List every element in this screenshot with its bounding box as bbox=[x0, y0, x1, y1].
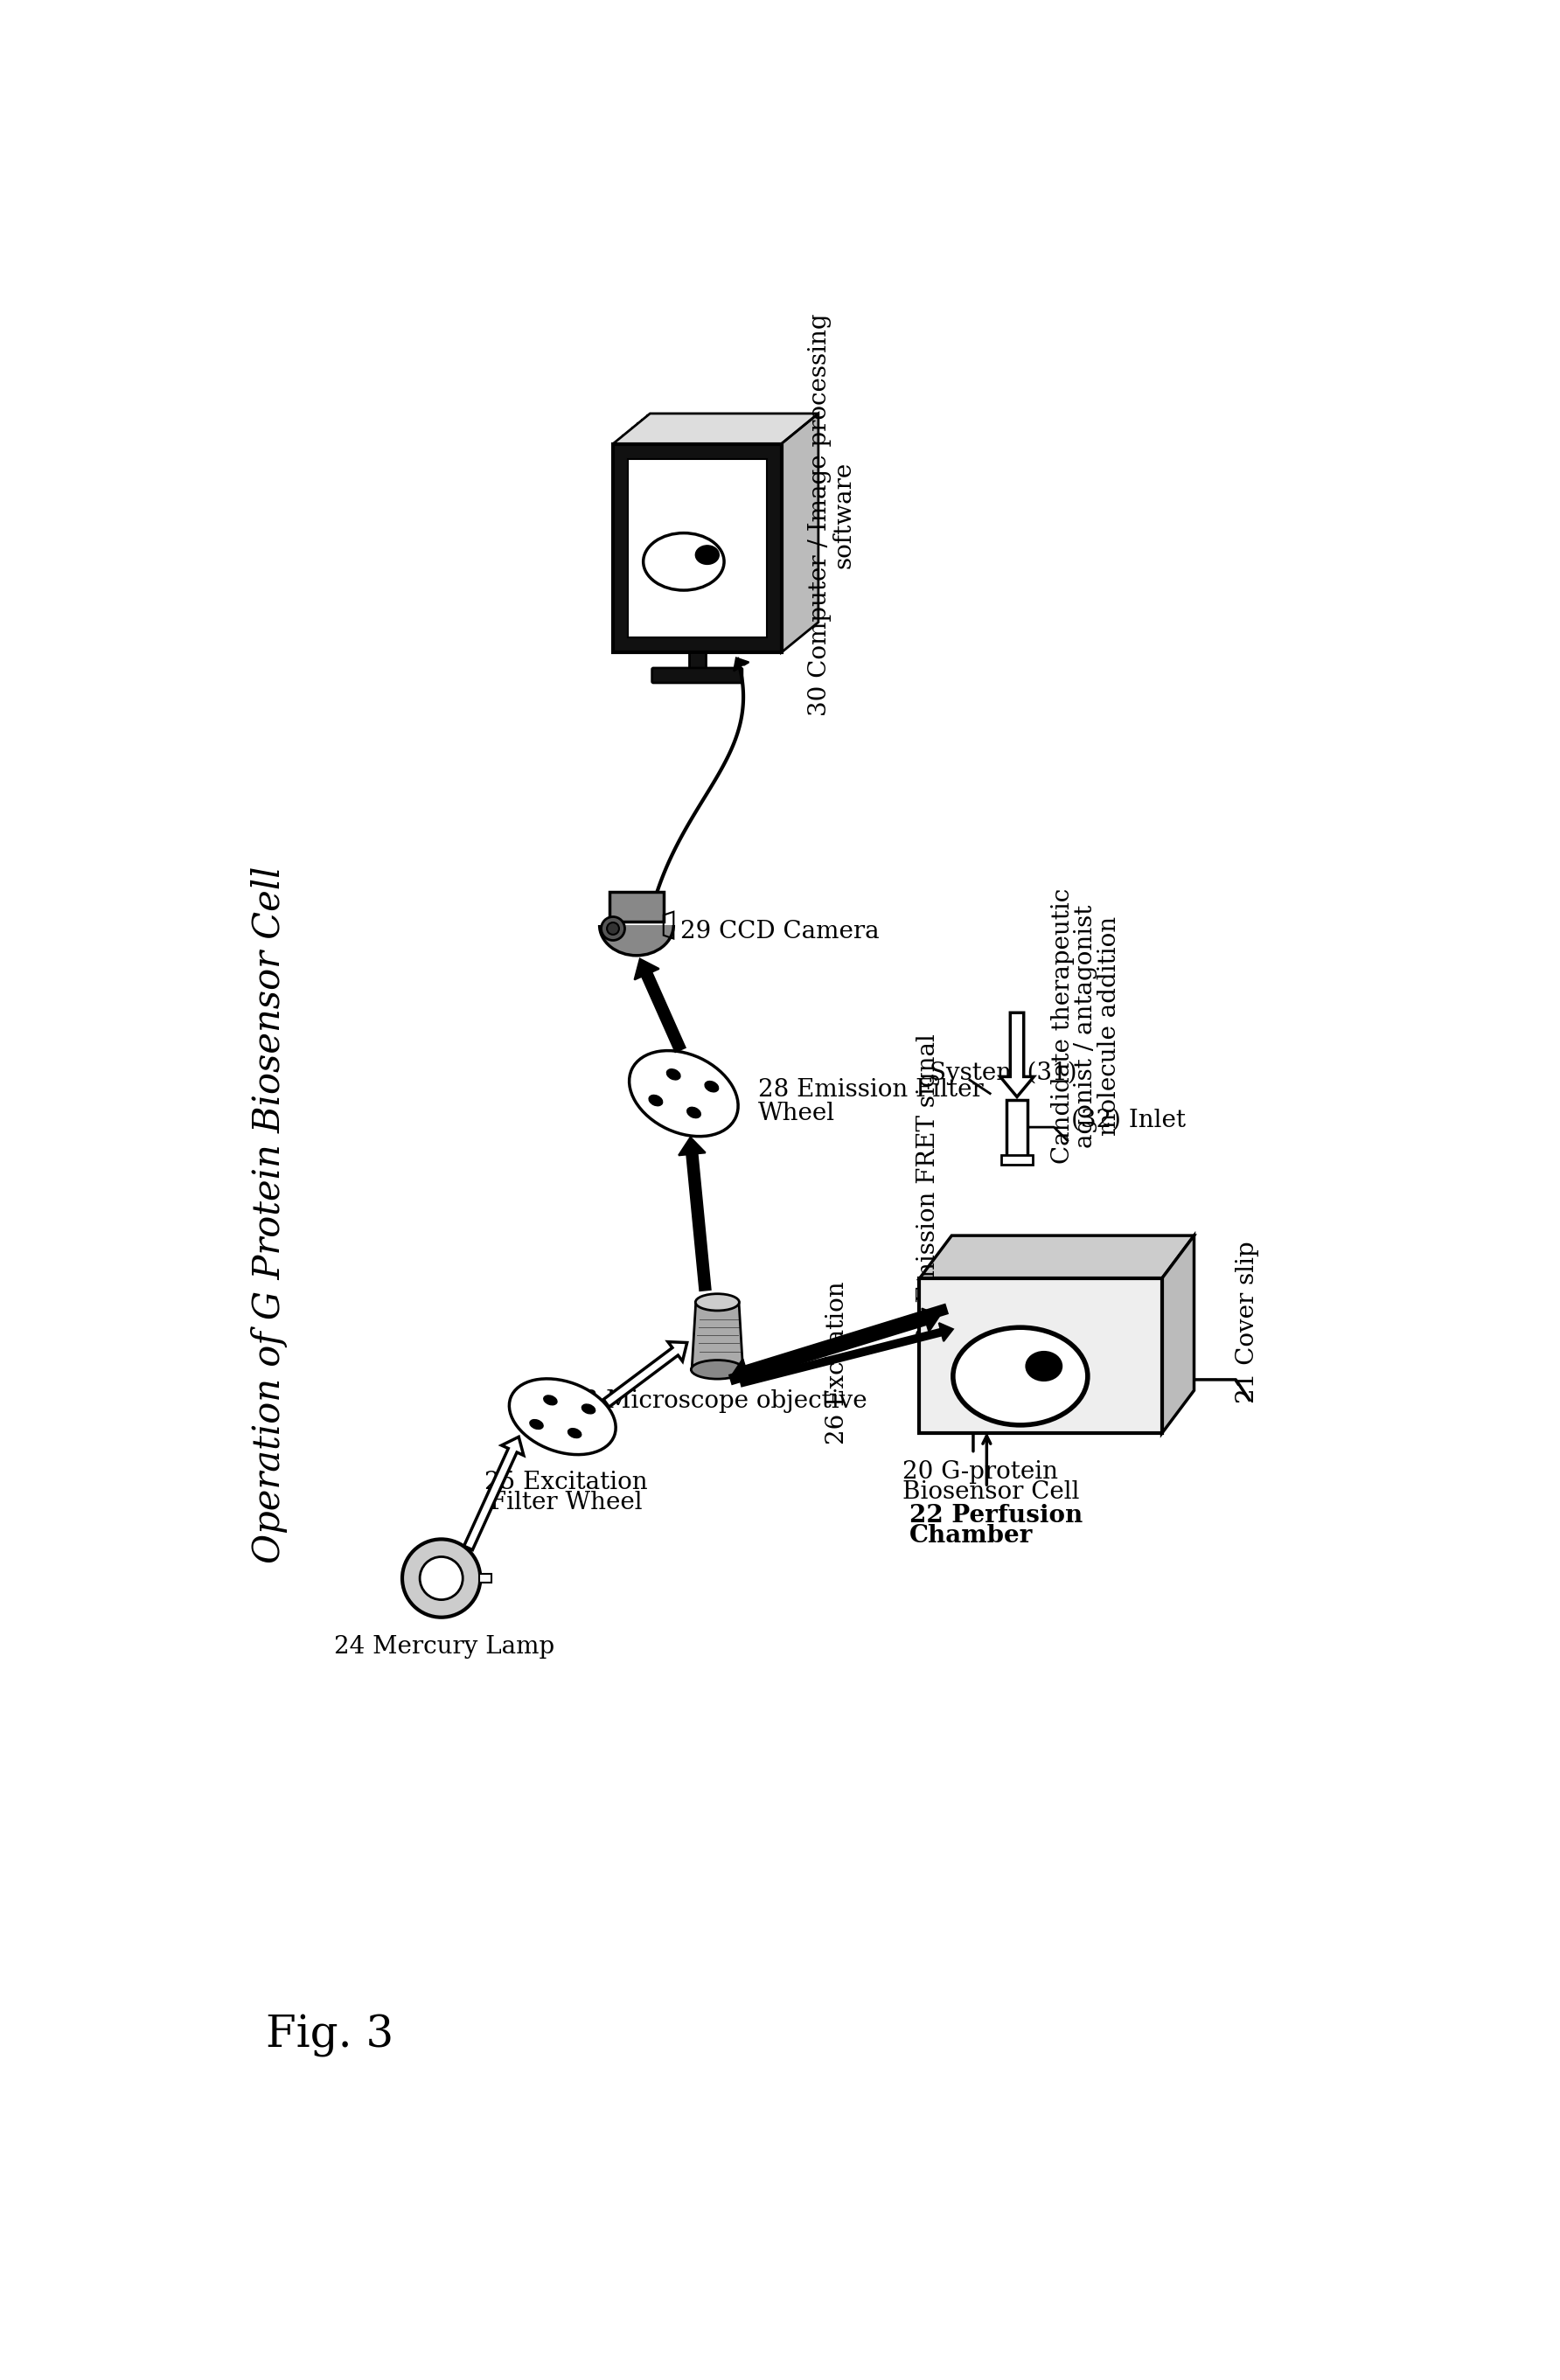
Text: Chamber: Chamber bbox=[909, 1523, 1033, 1547]
Bar bbox=[622, 436, 791, 645]
Bar bbox=[479, 1573, 491, 1583]
Text: System (31): System (31) bbox=[930, 1061, 1076, 1085]
Polygon shape bbox=[663, 912, 674, 938]
Text: Biosensor Cell: Biosensor Cell bbox=[903, 1480, 1080, 1504]
Ellipse shape bbox=[582, 1404, 596, 1414]
Polygon shape bbox=[691, 1302, 743, 1368]
Bar bbox=[1006, 1100, 1026, 1161]
Ellipse shape bbox=[649, 1095, 663, 1107]
Bar bbox=[632, 428, 800, 635]
Polygon shape bbox=[919, 1278, 1162, 1433]
Polygon shape bbox=[1000, 1014, 1034, 1097]
Text: 27 Emission FRET signal: 27 Emission FRET signal bbox=[916, 1033, 939, 1342]
Text: Candidate therapeutic: Candidate therapeutic bbox=[1050, 888, 1075, 1164]
Polygon shape bbox=[613, 414, 819, 443]
Bar bbox=[643, 419, 810, 628]
Polygon shape bbox=[732, 1304, 947, 1383]
Ellipse shape bbox=[696, 1295, 739, 1311]
Bar bbox=[610, 892, 663, 921]
Bar bbox=[618, 440, 786, 647]
Polygon shape bbox=[604, 1342, 686, 1407]
Text: Operation of G Protein Biosensor Cell: Operation of G Protein Biosensor Cell bbox=[251, 866, 289, 1564]
Text: 28 Emission Filter: 28 Emission Filter bbox=[758, 1078, 983, 1102]
Ellipse shape bbox=[568, 1428, 582, 1438]
Polygon shape bbox=[730, 1309, 939, 1385]
Ellipse shape bbox=[686, 1107, 700, 1119]
Ellipse shape bbox=[705, 1081, 719, 1092]
Polygon shape bbox=[782, 414, 819, 652]
Polygon shape bbox=[1162, 1235, 1193, 1433]
Text: 21 Cover slip: 21 Cover slip bbox=[1236, 1242, 1259, 1404]
Ellipse shape bbox=[696, 545, 719, 564]
Text: 20 G-protein: 20 G-protein bbox=[903, 1461, 1058, 1485]
Ellipse shape bbox=[544, 1395, 557, 1404]
Polygon shape bbox=[463, 1438, 524, 1549]
Ellipse shape bbox=[691, 1359, 744, 1378]
Ellipse shape bbox=[530, 1418, 543, 1428]
Polygon shape bbox=[739, 1323, 953, 1385]
Ellipse shape bbox=[509, 1378, 616, 1454]
Text: Wheel: Wheel bbox=[758, 1102, 835, 1126]
Bar bbox=[627, 431, 796, 640]
Circle shape bbox=[402, 1540, 480, 1618]
Text: molecule addition: molecule addition bbox=[1098, 916, 1122, 1135]
Circle shape bbox=[420, 1557, 463, 1599]
Polygon shape bbox=[635, 959, 685, 1052]
Text: software: software bbox=[831, 462, 855, 569]
Text: (32) Inlet: (32) Inlet bbox=[1070, 1109, 1186, 1133]
Polygon shape bbox=[919, 1235, 1193, 1278]
Bar bbox=[647, 416, 816, 624]
Bar bbox=[627, 459, 766, 638]
Ellipse shape bbox=[666, 1069, 680, 1081]
Polygon shape bbox=[733, 657, 749, 671]
Text: 25 Excitation: 25 Excitation bbox=[484, 1471, 647, 1495]
Ellipse shape bbox=[599, 895, 674, 954]
Text: agonist / antagonist: agonist / antagonist bbox=[1075, 904, 1098, 1147]
Text: 26 Excitation: 26 Excitation bbox=[825, 1280, 849, 1445]
Ellipse shape bbox=[953, 1328, 1087, 1426]
Text: 30 Computer / Image processing: 30 Computer / Image processing bbox=[808, 314, 831, 716]
Polygon shape bbox=[679, 1138, 711, 1290]
FancyBboxPatch shape bbox=[652, 669, 743, 683]
Text: 22 Perfusion: 22 Perfusion bbox=[909, 1504, 1083, 1528]
Ellipse shape bbox=[643, 533, 724, 590]
Ellipse shape bbox=[1026, 1352, 1061, 1380]
Ellipse shape bbox=[607, 923, 619, 935]
Ellipse shape bbox=[629, 1050, 738, 1135]
Text: 24 Mercury Lamp: 24 Mercury Lamp bbox=[334, 1635, 555, 1659]
Text: Fig. 3: Fig. 3 bbox=[267, 2013, 395, 2059]
Bar bbox=[636, 424, 805, 633]
Bar bbox=[596, 885, 677, 926]
Ellipse shape bbox=[601, 916, 624, 940]
Text: 29 CCD Camera: 29 CCD Camera bbox=[680, 921, 880, 945]
Bar bbox=[613, 443, 782, 652]
Bar bbox=[1002, 1154, 1033, 1164]
Text: Filter Wheel: Filter Wheel bbox=[490, 1490, 643, 1514]
Text: 23 Microscope objective: 23 Microscope objective bbox=[568, 1390, 867, 1414]
FancyBboxPatch shape bbox=[690, 652, 705, 669]
